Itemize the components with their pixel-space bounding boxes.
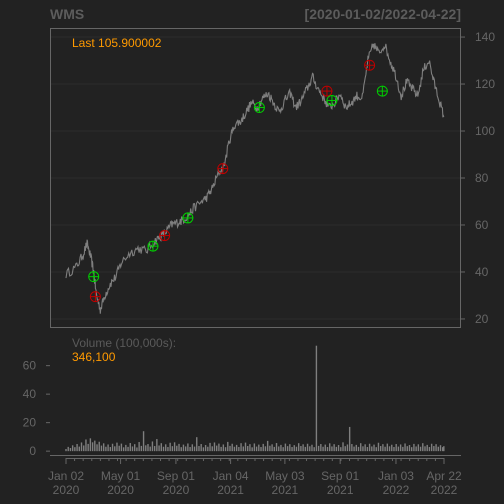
date-tick-year: 2022: [431, 483, 458, 497]
price-tick-label: 60: [475, 218, 489, 232]
volume-title: Volume (100,000s):: [72, 336, 176, 350]
date-tick-label: Jan 03: [378, 469, 414, 483]
price-tick-label: 40: [475, 265, 489, 279]
date-range: [2020-01-02/2022-04-22]: [304, 6, 461, 22]
date-tick-year: 2021: [272, 483, 299, 497]
last-price-label: Last 105.900002: [72, 36, 162, 50]
buy-signal-marker: [326, 94, 338, 106]
volume-bars: [65, 345, 445, 452]
volume-tick-label: 0: [29, 444, 36, 458]
volume-axis: 0 20 40 60: [23, 359, 50, 458]
volume-value: 346,100: [72, 350, 116, 364]
date-tick-label: May 03: [265, 469, 305, 483]
date-tick-label: Apr 22: [426, 469, 462, 483]
buy-signal-marker: [88, 271, 100, 283]
date-tick-year: 2021: [217, 483, 244, 497]
date-tick-label: Jan 04: [213, 469, 249, 483]
volume-tick-label: 20: [23, 416, 37, 430]
date-tick-label: Sep 01: [321, 469, 359, 483]
price-tick-label: 120: [475, 77, 495, 91]
price-tick-label: 100: [475, 124, 495, 138]
price-line: [65, 43, 445, 314]
price-tick-label: 140: [475, 30, 495, 44]
grid-lines: [51, 36, 460, 320]
date-tick-label: Sep 01: [157, 469, 195, 483]
buy-signal-marker: [182, 212, 194, 224]
buy-signal-marker: [147, 240, 159, 252]
chart-symbol: WMS: [50, 6, 85, 22]
date-tick-year: 2022: [383, 483, 410, 497]
price-tick-label: 80: [475, 171, 489, 185]
date-tick-year: 2020: [53, 483, 80, 497]
signal-markers: [88, 59, 388, 303]
sell-signal-marker: [321, 85, 333, 97]
date-tick-year: 2020: [107, 483, 134, 497]
date-tick-year: 2020: [163, 483, 190, 497]
sell-signal-marker: [364, 59, 376, 71]
price-tick-label: 20: [475, 312, 489, 326]
date-tick-label: May 01: [101, 469, 141, 483]
price-axis: 20 40 60 80 100 120 140: [461, 30, 495, 326]
sell-signal-marker: [159, 230, 171, 242]
price-panel-frame: [50, 28, 461, 328]
sell-signal-marker: [217, 163, 229, 175]
volume-tick-label: 40: [23, 387, 37, 401]
volume-tick-label: 60: [23, 359, 37, 373]
buy-signal-marker: [253, 102, 265, 114]
buy-signal-marker: [376, 85, 388, 97]
sell-signal-marker: [89, 291, 101, 303]
date-tick-year: 2021: [327, 483, 354, 497]
date-tick-label: Jan 02: [48, 469, 84, 483]
